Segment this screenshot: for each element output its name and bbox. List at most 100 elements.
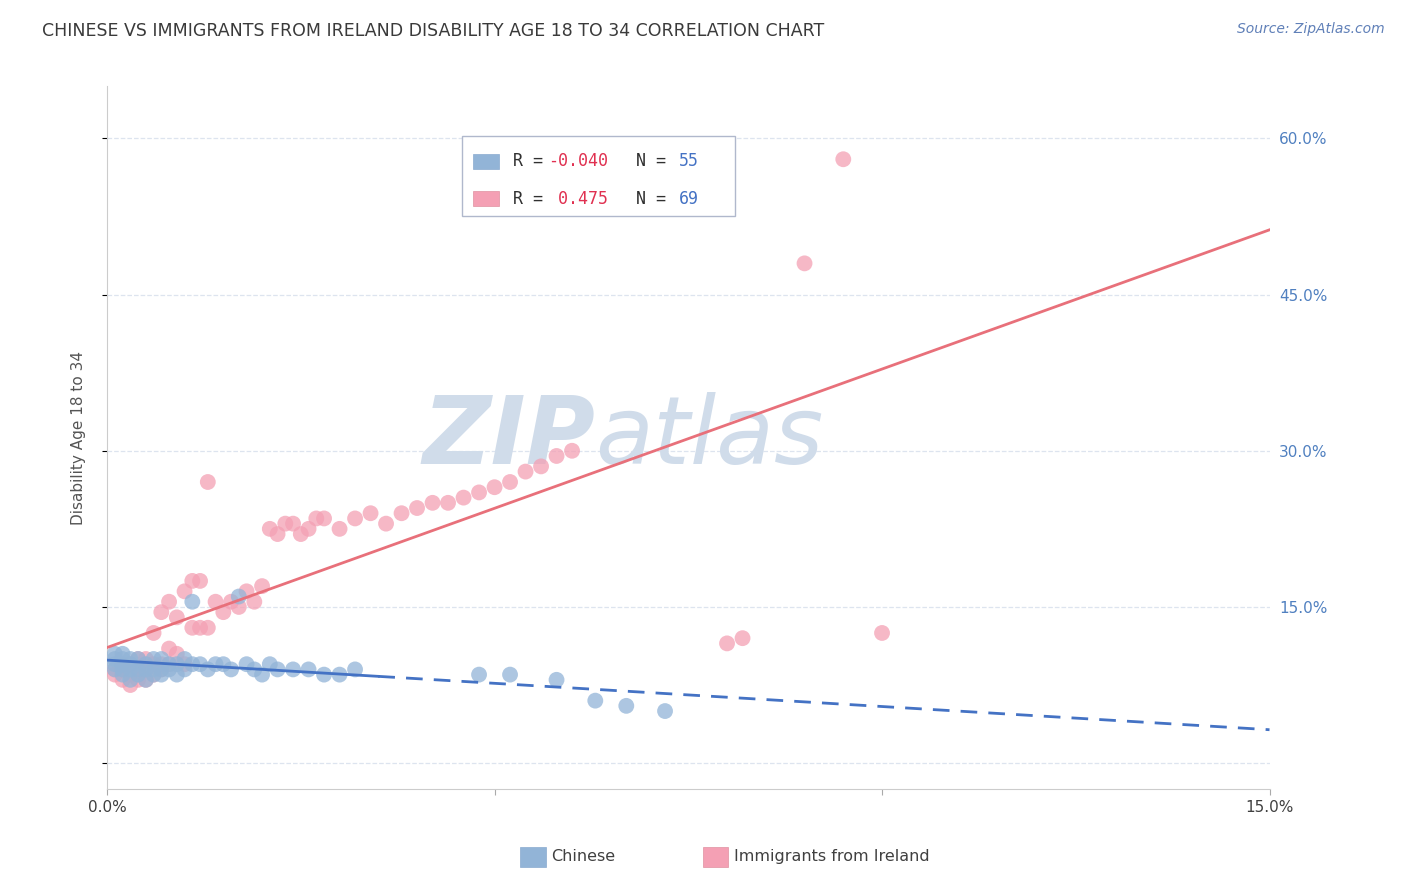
Point — [437, 496, 460, 510]
Point — [219, 662, 242, 676]
Point — [716, 636, 738, 650]
Point — [120, 662, 142, 676]
Point — [266, 662, 288, 676]
Point — [329, 667, 352, 681]
Point — [654, 704, 676, 718]
Point — [135, 662, 157, 676]
Text: N =: N = — [616, 153, 676, 170]
Point — [142, 667, 165, 681]
Point — [181, 657, 204, 672]
Point — [832, 153, 855, 167]
Point — [120, 673, 142, 687]
Point — [290, 527, 312, 541]
Point — [120, 667, 142, 681]
Point — [142, 662, 165, 676]
Point — [281, 662, 304, 676]
Text: 69: 69 — [679, 190, 699, 208]
Point — [266, 527, 288, 541]
Point — [243, 662, 266, 676]
Text: Source: ZipAtlas.com: Source: ZipAtlas.com — [1237, 22, 1385, 37]
Point — [188, 574, 211, 588]
Point — [157, 595, 180, 609]
Point — [297, 662, 319, 676]
Point — [150, 652, 173, 666]
Point — [499, 475, 522, 489]
Point — [111, 657, 134, 672]
Point — [212, 657, 235, 672]
Point — [104, 652, 127, 666]
Point — [111, 662, 134, 676]
Point — [181, 621, 204, 635]
Point — [157, 657, 180, 672]
Point — [173, 657, 195, 672]
Point — [344, 511, 367, 525]
Point — [228, 599, 250, 614]
Text: R =: R = — [513, 190, 562, 208]
Point — [142, 652, 165, 666]
Point — [142, 657, 165, 672]
Point — [120, 657, 142, 672]
Point — [135, 662, 157, 676]
Point — [104, 662, 127, 676]
Point — [157, 657, 180, 672]
Text: ZIP: ZIP — [422, 392, 595, 483]
Point — [188, 657, 211, 672]
Point — [453, 491, 475, 505]
Point — [546, 449, 568, 463]
Point — [197, 475, 219, 489]
Point — [127, 652, 149, 666]
Point — [150, 662, 173, 676]
Point — [515, 465, 537, 479]
Point — [422, 496, 444, 510]
Point — [104, 647, 127, 661]
Point — [127, 667, 149, 681]
Point — [329, 522, 352, 536]
Point — [583, 693, 606, 707]
Point — [111, 667, 134, 681]
Point — [111, 652, 134, 666]
Point — [406, 501, 429, 516]
Point — [793, 256, 815, 270]
Text: -0.040: -0.040 — [547, 153, 607, 170]
Point — [150, 662, 173, 676]
Point — [166, 667, 188, 681]
FancyBboxPatch shape — [474, 153, 499, 169]
FancyBboxPatch shape — [474, 191, 499, 206]
Point — [468, 667, 491, 681]
Text: 0.475: 0.475 — [547, 190, 607, 208]
Point — [111, 657, 134, 672]
Point — [305, 511, 328, 525]
Text: Chinese: Chinese — [551, 849, 616, 863]
Point — [235, 657, 257, 672]
Point — [204, 657, 226, 672]
Point — [135, 673, 157, 687]
Point — [157, 641, 180, 656]
Point — [120, 678, 142, 692]
Point — [157, 662, 180, 676]
Y-axis label: Disability Age 18 to 34: Disability Age 18 to 34 — [72, 351, 86, 524]
Point — [484, 480, 506, 494]
Point — [250, 579, 273, 593]
Point — [731, 631, 754, 645]
Point — [212, 605, 235, 619]
FancyBboxPatch shape — [461, 136, 735, 217]
Point — [127, 652, 149, 666]
Point — [197, 621, 219, 635]
Text: 55: 55 — [679, 153, 699, 170]
Point — [166, 657, 188, 672]
Point — [360, 506, 382, 520]
Point — [259, 522, 281, 536]
Point — [166, 647, 188, 661]
Point — [250, 667, 273, 681]
Point — [312, 511, 335, 525]
Point — [375, 516, 398, 531]
Point — [870, 626, 893, 640]
Point — [281, 516, 304, 531]
Point — [166, 610, 188, 624]
Point — [150, 667, 173, 681]
Point — [468, 485, 491, 500]
Point — [104, 657, 127, 672]
Point — [127, 673, 149, 687]
Point — [391, 506, 413, 520]
Point — [312, 667, 335, 681]
